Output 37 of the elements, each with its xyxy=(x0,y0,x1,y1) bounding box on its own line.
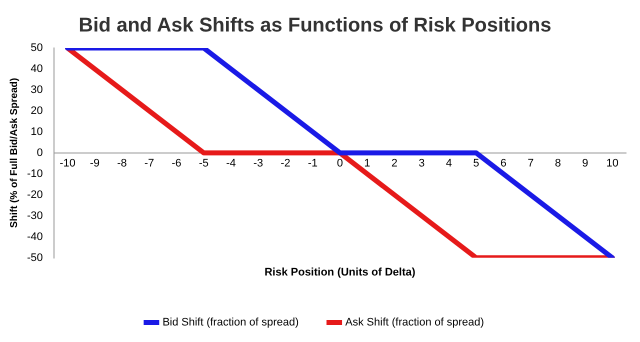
y-tick-label: 30 xyxy=(30,84,43,96)
legend-label: Ask Shift (fraction of spread) xyxy=(345,316,484,329)
y-tick-label: -40 xyxy=(26,230,43,243)
y-tick-label: 10 xyxy=(30,126,43,138)
x-tick-label: 10 xyxy=(606,158,619,170)
x-tick-label: 1 xyxy=(364,158,370,170)
x-tick-label: -4 xyxy=(226,158,236,170)
x-axis-title: Risk Position (Units of Delta) xyxy=(264,266,416,278)
x-tick-label: -6 xyxy=(172,158,182,170)
y-tick-label: -50 xyxy=(26,252,43,264)
x-tick-label: -2 xyxy=(280,158,290,170)
x-tick-label: 6 xyxy=(500,158,506,170)
y-tick-label: 50 xyxy=(30,42,43,54)
y-axis-title: Shift (% of Full Bid/Ask Spread) xyxy=(8,78,20,228)
x-tick-label: 3 xyxy=(418,158,425,170)
x-tick-label: 9 xyxy=(582,158,588,170)
x-tick-label: -1 xyxy=(308,158,318,170)
y-tick-label: 20 xyxy=(30,104,43,117)
x-tick-label: 8 xyxy=(554,158,561,170)
x-tick-label: -10 xyxy=(60,158,76,170)
x-tick-label: -8 xyxy=(117,158,127,170)
x-tick-label: 2 xyxy=(391,158,398,170)
x-tick-label: 0 xyxy=(336,158,344,170)
x-tick-label: 7 xyxy=(528,158,534,170)
legend-label: Bid Shift (fraction of spread) xyxy=(162,316,299,329)
y-tick-label: -30 xyxy=(26,210,43,222)
chart-title: Bid and Ask Shifts as Functions of Risk Positions xyxy=(78,14,552,37)
x-tick-label: 5 xyxy=(473,158,480,170)
y-tick-label: -20 xyxy=(26,188,43,201)
x-tick-label: 4 xyxy=(446,158,452,170)
x-tick-label: -7 xyxy=(144,158,154,170)
x-tick-label: -5 xyxy=(198,158,209,170)
x-tick-label: -9 xyxy=(90,158,100,170)
y-tick-label: 40 xyxy=(30,63,43,76)
y-tick-label: 0 xyxy=(36,146,43,159)
x-tick-label: -3 xyxy=(253,158,264,170)
y-tick-label: -10 xyxy=(26,168,43,180)
